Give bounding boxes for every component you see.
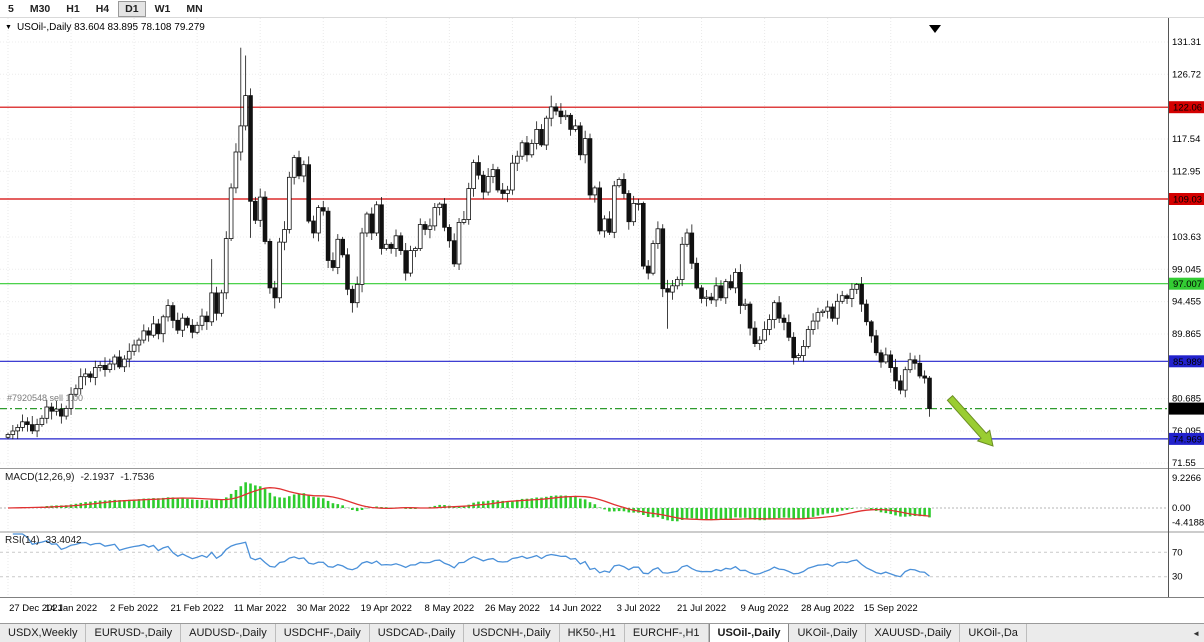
time-axis-label: 11 Mar 2022 bbox=[234, 603, 287, 614]
time-axis-label: 28 Aug 2022 bbox=[801, 603, 854, 614]
price-axis[interactable]: 131.31 126.72 117.54 112.95 103.63 99.045 94.4… bbox=[1169, 37, 1204, 583]
price-axis-label: 126.72 bbox=[1172, 69, 1201, 80]
chart-shift-icon bbox=[929, 25, 941, 33]
period-toolbar: 5 M30 H1 H4 D1 W1 MN bbox=[0, 0, 1204, 18]
period-button-w1[interactable]: W1 bbox=[154, 2, 171, 15]
macd-value-2: -1.7536 bbox=[120, 472, 155, 483]
chart-tab[interactable]: EURUSD-,Daily bbox=[86, 624, 182, 642]
price-badge bbox=[1169, 277, 1204, 290]
chart-tab[interactable]: USDCNH-,Daily bbox=[464, 624, 560, 642]
time-axis-label: 8 May 2022 bbox=[425, 603, 475, 614]
chart-tab[interactable]: XAUUSD-,Daily bbox=[866, 624, 961, 642]
chart-tabbar: USDX,Weekly EURUSD-,Daily AUDUSD-,Daily USD… bbox=[0, 623, 1204, 642]
rsi-indicator-label: RSI(14) 33.4042 bbox=[5, 535, 88, 546]
macd-name: MACD(12,26,9) bbox=[5, 472, 75, 483]
time-axis-label: 21 Jul 2022 bbox=[677, 603, 726, 614]
time-axis-label: 14 Jun 2022 bbox=[549, 603, 601, 614]
time-axis-label: 2 Feb 2022 bbox=[110, 603, 158, 614]
macd-indicator-label: MACD(12,26,9) -2.1937 -1.7536 bbox=[5, 472, 160, 483]
time-axis-label: 26 May 2022 bbox=[485, 603, 540, 614]
rsi-value: 33.4042 bbox=[45, 535, 82, 546]
rsi-name: RSI(14) bbox=[5, 535, 40, 546]
panel-borders bbox=[0, 17, 1204, 598]
macd-signal-line bbox=[7, 487, 930, 521]
chart-tab[interactable]: UKOil-,Da bbox=[960, 624, 1027, 642]
chart-tab[interactable]: AUDUSD-,Daily bbox=[181, 624, 276, 642]
time-axis-label: 30 Mar 2022 bbox=[297, 603, 350, 614]
rsi-axis-label: 30 bbox=[1172, 572, 1183, 583]
period-button-h4[interactable]: H4 bbox=[95, 2, 110, 15]
time-axis-label: 15 Sep 2022 bbox=[864, 603, 918, 614]
rsi-axis-label: 70 bbox=[1172, 547, 1183, 558]
price-badge-text: 79.279 bbox=[1173, 404, 1202, 415]
rsi-panel bbox=[0, 533, 1168, 578]
price-badge bbox=[1169, 402, 1204, 415]
price-axis-label: 103.63 bbox=[1172, 232, 1201, 243]
period-button-m30[interactable]: M30 bbox=[29, 2, 51, 15]
chart-tab[interactable]: USDCAD-,Daily bbox=[370, 624, 465, 642]
annotations bbox=[929, 25, 994, 447]
gridlines bbox=[0, 18, 1168, 597]
horizontal-lines[interactable] bbox=[0, 106, 1168, 440]
period-button-5[interactable]: 5 bbox=[8, 2, 14, 15]
chart-tab[interactable]: EURCHF-,H1 bbox=[625, 624, 709, 642]
down-arrow-annotation bbox=[946, 394, 994, 447]
rsi-line bbox=[12, 533, 930, 578]
chart-header: ▼ USOil-,Daily 83.604 83.895 78.108 79.2… bbox=[5, 22, 205, 33]
price-axis-label: 89.865 bbox=[1172, 329, 1201, 340]
macd-value-1: -2.1937 bbox=[80, 472, 115, 483]
price-axis-label: 76.095 bbox=[1172, 426, 1201, 437]
price-badge bbox=[1169, 193, 1204, 205]
price-axis-label: 117.54 bbox=[1172, 134, 1200, 145]
chart-tab[interactable]: UKOil-,Daily bbox=[789, 624, 867, 642]
macd-panel bbox=[0, 482, 1168, 522]
period-button-d1[interactable]: D1 bbox=[118, 0, 146, 17]
time-axis-label: 3 Jul 2022 bbox=[617, 603, 661, 614]
chart-tab[interactable]: USOil-,Daily bbox=[708, 624, 790, 642]
candles bbox=[5, 47, 932, 440]
time-axis-label: 21 Feb 2022 bbox=[170, 603, 223, 614]
time-axis-label: 19 Apr 2022 bbox=[361, 603, 412, 614]
chart-dropdown-icon[interactable]: ▼ bbox=[5, 23, 12, 31]
tab-scroll-left-icon[interactable]: ◄ bbox=[1192, 628, 1200, 638]
price-badge-text: 74.969 bbox=[1173, 434, 1202, 445]
chart-tab[interactable]: USDX,Weekly bbox=[0, 624, 87, 642]
order-line-label: #7920548 sell 1.00 bbox=[7, 393, 84, 403]
price-axis-label: 94.455 bbox=[1172, 297, 1201, 308]
price-axis-label: 99.045 bbox=[1172, 264, 1201, 275]
price-badge-text: 122.06 bbox=[1173, 103, 1202, 114]
price-badge-text: 85.989 bbox=[1173, 357, 1202, 368]
time-axis-label: 27 Dec 2021 bbox=[9, 603, 63, 614]
period-button-h1[interactable]: H1 bbox=[66, 2, 80, 15]
time-axis-label: 14 Jan 2022 bbox=[45, 603, 97, 614]
macd-axis-label: 9.2266 bbox=[1172, 473, 1201, 484]
price-badge-text: 109.03 bbox=[1173, 195, 1202, 206]
period-button-mn[interactable]: MN bbox=[186, 2, 203, 15]
time-axis-label: 9 Aug 2022 bbox=[741, 603, 789, 614]
price-axis-label: 112.95 bbox=[1172, 166, 1200, 177]
price-badge bbox=[1169, 355, 1204, 368]
price-badge bbox=[1169, 432, 1204, 445]
price-badge-text: 97.007 bbox=[1173, 279, 1202, 290]
macd-axis-label: 0.00 bbox=[1172, 503, 1191, 514]
chart-header-text: USOil-,Daily 83.604 83.895 78.108 79.279 bbox=[16, 22, 205, 33]
chart-tab[interactable]: HK50-,H1 bbox=[560, 624, 625, 642]
macd-axis-label: -4.4188 bbox=[1172, 517, 1204, 528]
price-badge bbox=[1169, 101, 1204, 114]
price-axis-label: 131.31 bbox=[1172, 37, 1201, 48]
chart-tab[interactable]: USDCHF-,Daily bbox=[276, 624, 370, 642]
price-axis-label: 80.685 bbox=[1172, 394, 1201, 405]
price-axis-label: 71.55 bbox=[1172, 458, 1196, 469]
